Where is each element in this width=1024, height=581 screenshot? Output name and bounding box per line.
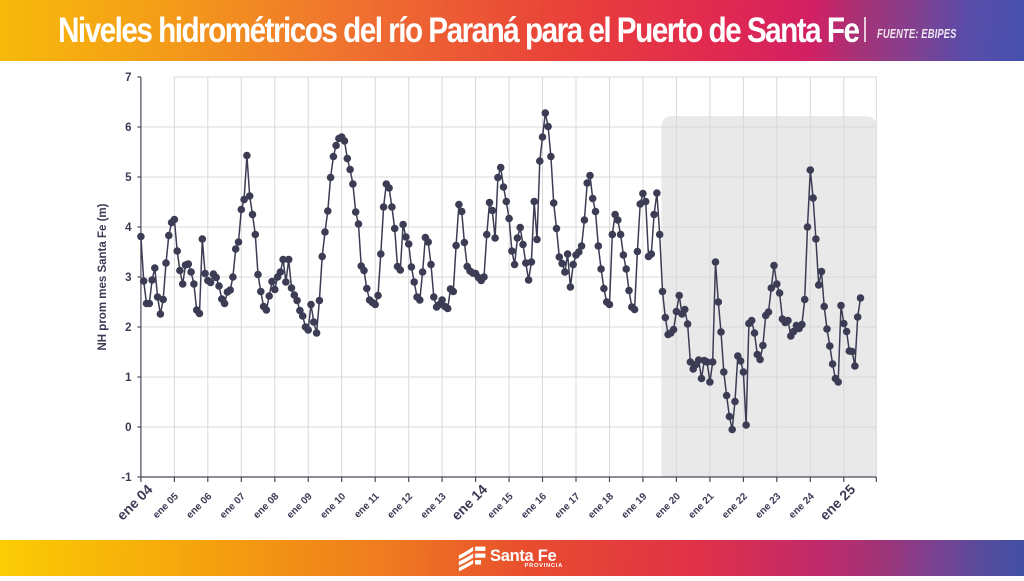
svg-text:ene 08: ene 08 (252, 491, 282, 521)
svg-text:5: 5 (125, 172, 132, 184)
svg-text:ene 12: ene 12 (385, 491, 415, 521)
svg-text:ene 24: ene 24 (787, 491, 817, 521)
svg-text:ene 19: ene 19 (620, 491, 650, 521)
svg-text:ene 23: ene 23 (754, 491, 784, 521)
svg-text:ene 09: ene 09 (285, 491, 315, 521)
svg-text:ene 04: ene 04 (113, 481, 155, 523)
svg-text:ene 18: ene 18 (586, 491, 616, 521)
svg-text:NH prom mes Santa Fe (m): NH prom mes Santa Fe (m) (97, 203, 109, 350)
svg-text:3: 3 (125, 272, 131, 284)
svg-text:ene 14: ene 14 (448, 481, 490, 523)
svg-text:1: 1 (125, 372, 132, 384)
svg-text:ene 17: ene 17 (553, 491, 583, 521)
svg-text:ene 21: ene 21 (687, 491, 717, 521)
svg-text:4: 4 (125, 222, 132, 234)
svg-text:ene 20: ene 20 (653, 491, 683, 521)
svg-text:-1: -1 (121, 472, 132, 484)
svg-text:ene 10: ene 10 (318, 491, 348, 521)
svg-text:ene 13: ene 13 (419, 491, 449, 521)
svg-text:ene 22: ene 22 (720, 491, 750, 521)
svg-text:ene 05: ene 05 (151, 491, 181, 521)
svg-text:ene 06: ene 06 (185, 491, 215, 521)
svg-text:ene 07: ene 07 (218, 491, 248, 521)
svg-text:0: 0 (125, 422, 131, 434)
svg-text:7: 7 (125, 72, 131, 84)
svg-text:ene 25: ene 25 (816, 481, 858, 523)
svg-text:ene 11: ene 11 (352, 491, 382, 521)
svg-text:2: 2 (125, 322, 131, 334)
svg-text:PROVINCIA: PROVINCIA (525, 563, 564, 569)
svg-text:Santa Fe: Santa Fe (490, 547, 556, 565)
svg-text:ene 16: ene 16 (519, 491, 549, 521)
svg-text:ene 15: ene 15 (486, 491, 516, 521)
svg-text:6: 6 (125, 122, 131, 134)
